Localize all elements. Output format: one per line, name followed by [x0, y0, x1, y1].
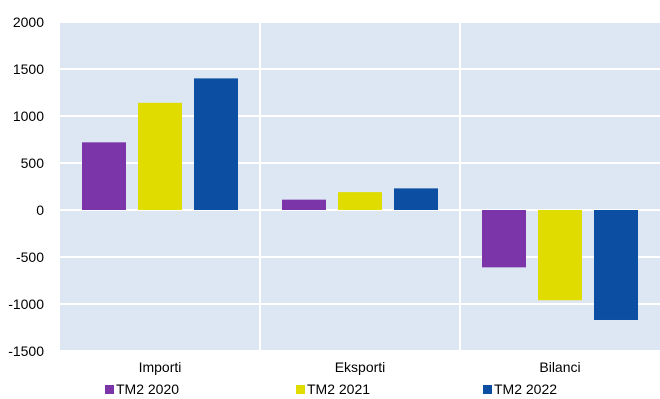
y-axis: -1500 -1000 -500 0 500 1000 1500 2000: [8, 14, 44, 359]
bar: [82, 142, 126, 210]
legend-label: TM2 2022: [494, 381, 557, 397]
legend-swatch: [483, 385, 492, 394]
bar: [482, 210, 526, 268]
bar: [282, 199, 326, 210]
legend-label: TM2 2020: [116, 381, 179, 397]
bar: [538, 210, 582, 301]
grid-layer: [60, 21, 660, 352]
y-tick-label: 1000: [13, 108, 44, 124]
y-tick-label: -500: [16, 249, 44, 265]
bar: [594, 210, 638, 320]
y-tick-label: -1500: [8, 343, 44, 359]
y-tick-label: 2000: [13, 14, 44, 30]
bars-layer: [82, 78, 638, 320]
y-tick-label: -1000: [8, 296, 44, 312]
legend-swatch: [105, 385, 114, 394]
y-tick-label: 500: [21, 155, 45, 171]
legend-label: TM2 2021: [307, 381, 370, 397]
legend-swatch: [296, 385, 305, 394]
bar: [194, 78, 238, 211]
bar: [338, 192, 382, 210]
legend: TM2 2020 TM2 2021 TM2 2022: [105, 381, 557, 397]
y-tick-label: 0: [36, 202, 44, 218]
x-axis: Importi Eksporti Bilanci: [139, 359, 581, 375]
x-category-label: Bilanci: [539, 359, 580, 375]
x-category-label: Importi: [139, 359, 182, 375]
y-tick-label: 1500: [13, 61, 44, 77]
bar: [138, 102, 182, 210]
bar: [394, 188, 438, 210]
x-category-label: Eksporti: [335, 359, 386, 375]
